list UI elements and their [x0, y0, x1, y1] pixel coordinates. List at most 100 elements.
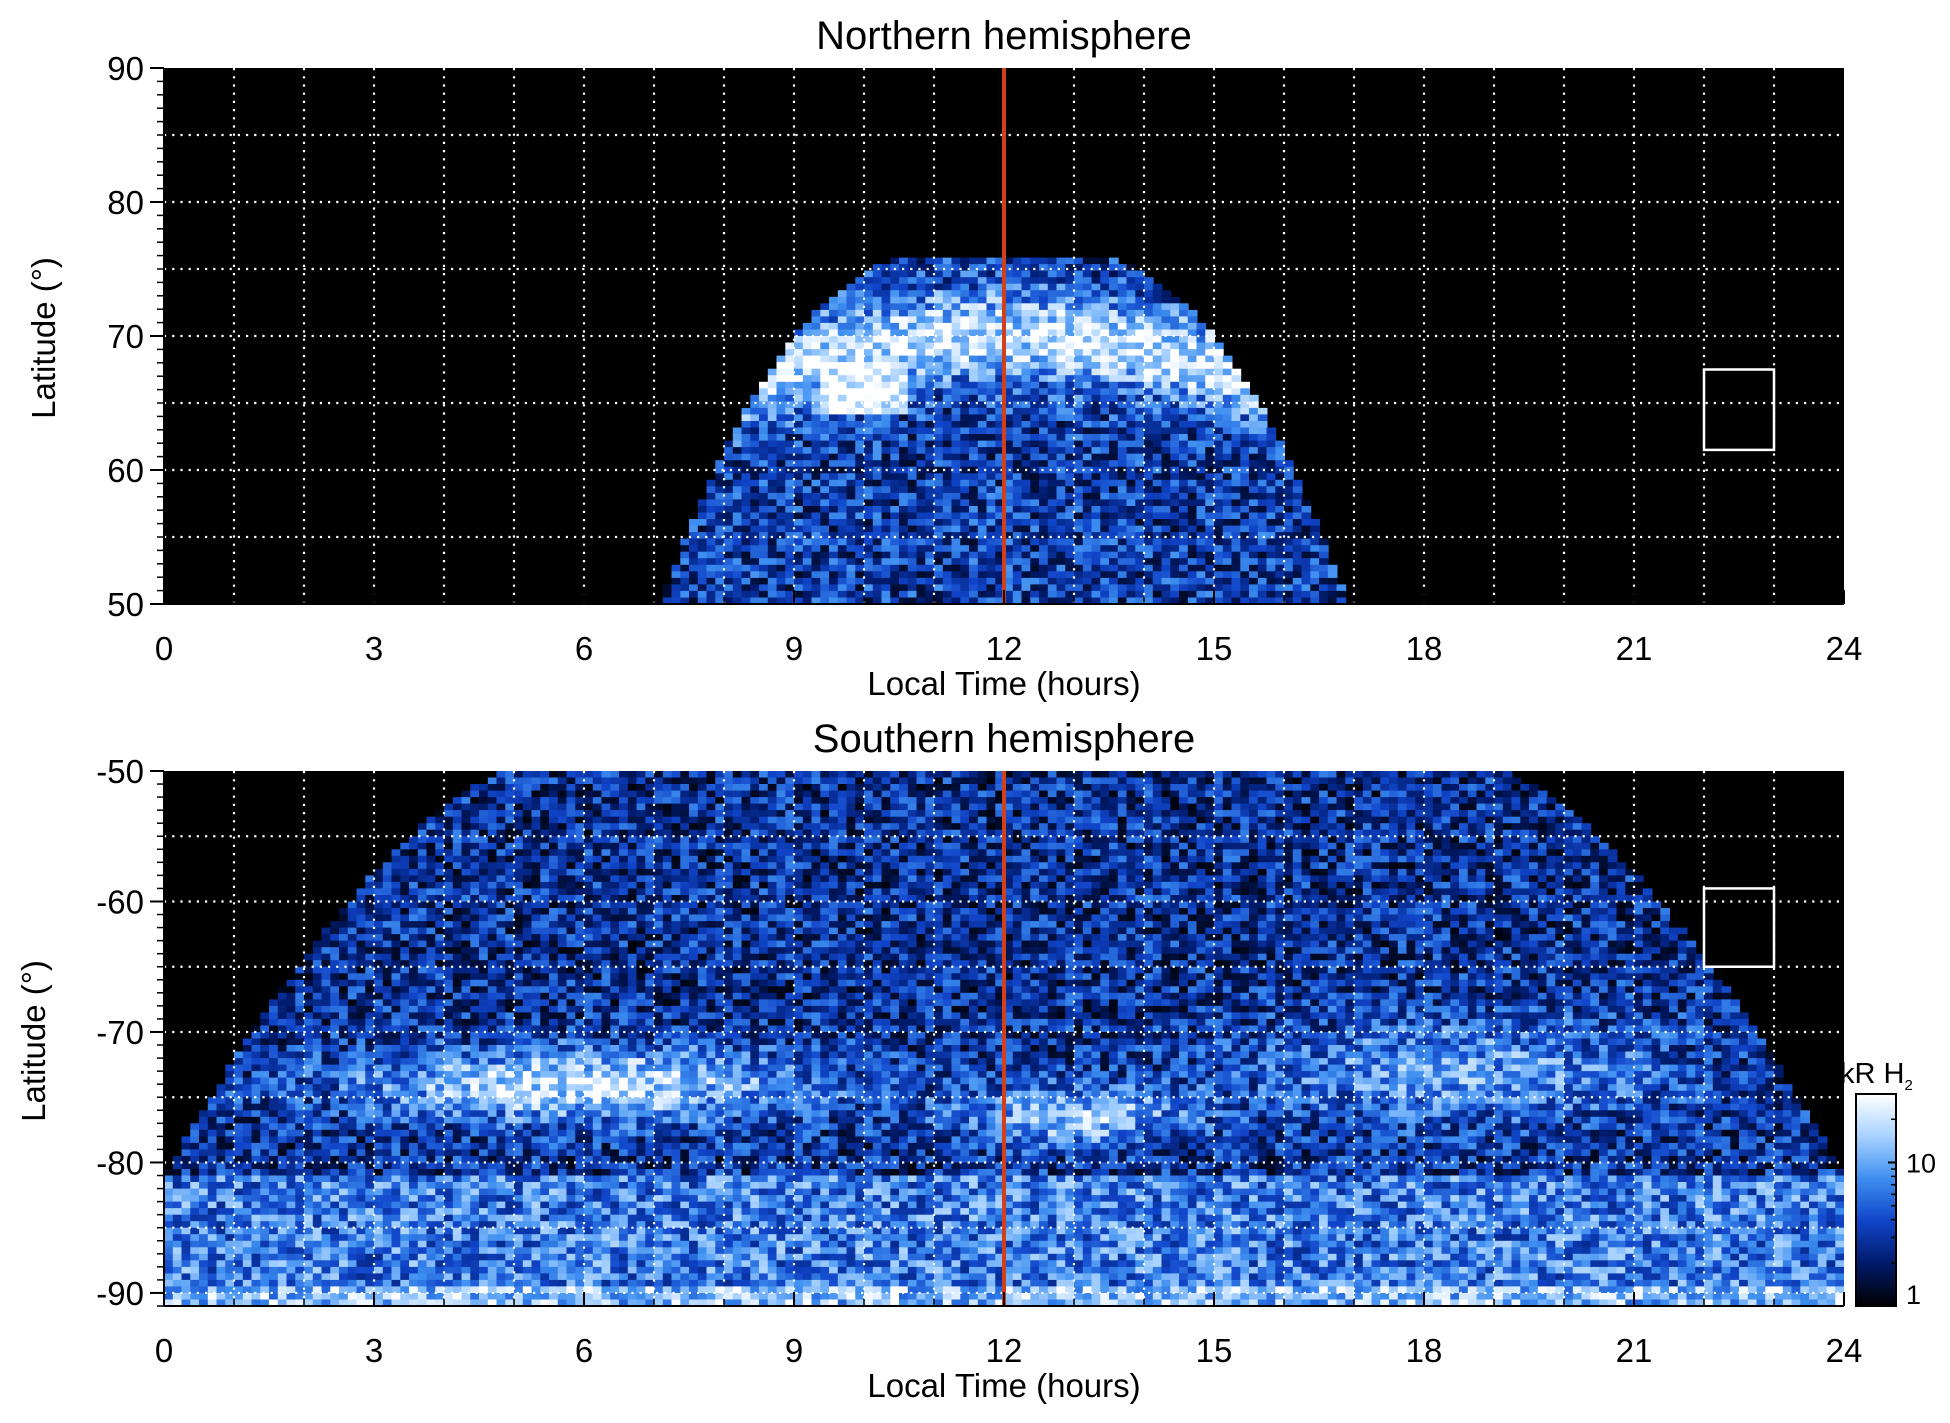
north-heatmap-cell: [794, 473, 804, 481]
north-heatmap-cell: [1161, 316, 1172, 324]
south-heatmap-cell: [374, 1247, 384, 1255]
south-heatmap-cell: [216, 1253, 227, 1262]
north-heatmap-cell: [1039, 283, 1049, 292]
south-heatmap-cell: [426, 1155, 437, 1164]
north-heatmap-cell: [846, 558, 857, 566]
north-heatmap-cell: [1117, 460, 1128, 468]
south-heatmap-cell: [435, 921, 445, 929]
north-heatmap-cell: [706, 525, 717, 533]
north-heatmap-cell: [1004, 492, 1014, 501]
north-heatmap-cell: [1065, 257, 1075, 265]
south-heatmap-cell: [426, 1018, 437, 1027]
north-heatmap-cell: [1249, 584, 1259, 592]
north-heatmap-cell: [1222, 434, 1233, 442]
north-heatmap-cell: [1056, 296, 1067, 305]
north-heatmap-cell: [1257, 506, 1268, 514]
south-heatmap-cell: [409, 986, 419, 994]
south-heatmap-cell: [190, 1247, 200, 1255]
north-heatmap-cell: [1117, 558, 1128, 566]
north-heatmap-cell: [942, 342, 953, 350]
north-heatmap-cell: [960, 590, 970, 599]
south-heatmap-cell: [382, 1018, 393, 1027]
south-x-axis-label: Local Time (hours): [867, 1367, 1141, 1404]
south-heatmap-cell: [365, 1071, 375, 1079]
north-heatmap-cell: [951, 270, 962, 278]
north-heatmap-cell: [689, 577, 699, 586]
south-heatmap-cell: [242, 1162, 253, 1170]
south-heatmap-cell: [374, 979, 384, 988]
north-heatmap-cell: [1021, 329, 1032, 337]
north-heatmap-cell: [1056, 270, 1067, 278]
south-heatmap-cell: [426, 1064, 437, 1072]
north-heatmap-cell: [1161, 486, 1172, 494]
north-heatmap-cell: [1074, 584, 1084, 592]
south-heatmap-cell: [365, 881, 375, 890]
north-heatmap-cell: [872, 277, 883, 285]
north-heatmap-cell: [1100, 309, 1110, 318]
south-heatmap-cell: [382, 966, 393, 975]
south-heatmap-cell: [312, 986, 323, 994]
north-heatmap-cell: [1012, 460, 1023, 468]
south-heatmap-cell: [321, 1058, 332, 1066]
north-heatmap-cell: [802, 440, 813, 448]
south-heatmap-cell: [400, 999, 410, 1007]
north-heatmap-cell: [1135, 407, 1145, 416]
north-heatmap-cell: [872, 329, 883, 337]
north-heatmap-cell: [1275, 453, 1285, 462]
north-heatmap-cell: [1039, 322, 1049, 331]
south-heatmap-cell: [356, 895, 367, 903]
south-heatmap-cell: [330, 1182, 340, 1190]
north-heatmap-cell: [1056, 479, 1067, 488]
north-heatmap-cell: [1187, 362, 1198, 370]
south-heatmap-cell: [260, 1299, 270, 1306]
north-heatmap-cell: [1117, 355, 1128, 363]
south-heatmap-cell: [444, 1005, 454, 1014]
north-heatmap-cell: [837, 512, 848, 520]
south-heatmap-cell: [347, 914, 358, 922]
north-heatmap-cell: [837, 394, 848, 403]
north-heatmap-cell: [1030, 283, 1040, 292]
south-heatmap-cell: [356, 1136, 367, 1144]
north-heatmap-cell: [837, 329, 848, 337]
north-heatmap-cell: [1074, 407, 1084, 416]
north-heatmap-cell: [934, 447, 944, 455]
south-heatmap-cell: [330, 986, 340, 994]
south-heatmap-cell: [312, 1136, 323, 1144]
north-heatmap-cell: [1187, 322, 1198, 331]
north-heatmap-cell: [846, 447, 857, 455]
south-heatmap-cell: [260, 1273, 270, 1281]
south-heatmap-cell: [234, 1155, 244, 1164]
north-heatmap-cell: [785, 460, 795, 468]
south-heatmap-cell: [426, 868, 437, 877]
north-heatmap-cell: [706, 532, 717, 540]
north-heatmap-cell: [899, 277, 909, 285]
north-heatmap-cell: [1100, 551, 1110, 560]
south-heatmap-cell: [347, 1071, 358, 1079]
south-heatmap-cell: [382, 1051, 393, 1059]
south-heatmap-cell: [365, 1058, 375, 1066]
south-heatmap-cell: [444, 842, 454, 851]
north-heatmap-cell: [1091, 486, 1102, 494]
south-heatmap-cell: [216, 1279, 227, 1288]
south-heatmap-cell: [207, 1208, 218, 1216]
north-heatmap-cell: [1135, 290, 1145, 298]
north-heatmap-cell: [759, 558, 769, 566]
south-heatmap-cell: [426, 829, 437, 838]
north-heatmap-cell: [1109, 453, 1119, 462]
south-heatmap-cell: [435, 992, 445, 1001]
south-heatmap-cell: [365, 1077, 375, 1085]
north-heatmap-cell: [1030, 349, 1040, 357]
north-heatmap-cell: [1074, 564, 1084, 573]
north-heatmap-cell: [986, 597, 997, 604]
south-heatmap-cell: [172, 1299, 183, 1306]
south-heatmap-cell: [295, 1077, 305, 1085]
north-heatmap-cell: [1205, 329, 1215, 337]
south-heatmap-cell: [304, 1071, 314, 1079]
north-heatmap-cell: [1021, 394, 1032, 403]
south-heatmap-cell: [374, 895, 384, 903]
north-heatmap-cell: [1109, 336, 1119, 344]
north-heatmap-cell: [1056, 564, 1067, 573]
north-heatmap-cell: [837, 427, 848, 435]
north-heatmap-cell: [951, 590, 962, 599]
south-heatmap-cell: [400, 1032, 410, 1040]
